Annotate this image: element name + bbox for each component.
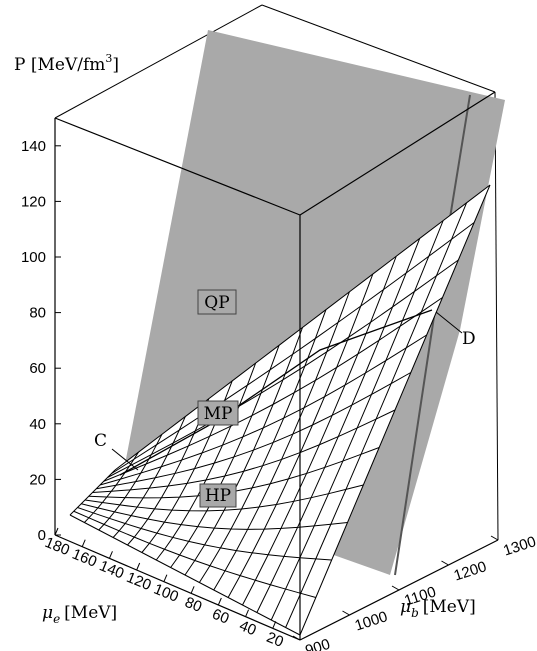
mu-e-tick-label: 140 [97, 557, 127, 582]
mu-b-tick-label: 1300 [501, 533, 537, 559]
mu-e-tick-mark [217, 597, 222, 606]
region-label-qp: QP [197, 289, 237, 315]
region-label-hp-text: HP [205, 486, 231, 506]
mesh-line-v [114, 184, 491, 471]
mu-b-axis-title: μb [MeV] [400, 597, 476, 620]
mu-e-tick-mark [136, 562, 141, 571]
mesh-line-v [99, 334, 427, 486]
mesh-line-v [96, 372, 412, 490]
region-label-hp-box [199, 483, 237, 508]
point-c-leader [111, 448, 139, 471]
z-tick-label: 120 [21, 193, 46, 210]
mesh-line-v [69, 514, 301, 636]
mesh-line-v [92, 409, 396, 493]
mu-e-tick-label: 60 [210, 606, 232, 628]
mesh-line-v [73, 510, 316, 598]
z-axis-ticks: 0 20 40 60 80 100 120 140 [21, 138, 61, 544]
region-label-qp-text: QP [204, 293, 229, 313]
mu-b-tick-label: 1200 [452, 558, 489, 584]
box-back-edges [54, 4, 499, 541]
mesh-line-v [107, 259, 459, 478]
point-label-c: C [94, 431, 107, 451]
mu-e-tick-mark [108, 551, 113, 559]
region-label-hp: HP [199, 483, 237, 508]
mu-b-tick-mark [342, 610, 350, 616]
mu-e-tick-mark [190, 586, 195, 594]
mu-e-tick-label: 40 [237, 617, 259, 639]
box-top-back-right [261, 4, 496, 93]
mesh-line-v [81, 503, 348, 530]
mu-b-tick-mark [441, 560, 449, 566]
region-label-qp-box [197, 289, 237, 315]
z-tick-label: 100 [21, 249, 46, 266]
z-tick-label: 140 [21, 138, 46, 155]
mu-e-axis-line [54, 534, 301, 641]
mu-e-tick-label: 80 [182, 594, 204, 616]
mesh-line-v [77, 507, 332, 561]
z-tick-label: 80 [29, 305, 46, 322]
mu-b-tick-label: 1000 [353, 608, 390, 634]
mu-b-tick-mark [391, 585, 400, 591]
box-top-front-left [54, 117, 301, 216]
mu-e-tick-mark [272, 621, 277, 629]
z-tick-label: 0 [38, 527, 46, 544]
mesh-line-v [103, 297, 443, 482]
z-tick-label: 20 [29, 471, 46, 488]
mesh-line-v [84, 484, 364, 512]
box-front-edges [54, 91, 499, 641]
mu-e-tick-label: 160 [70, 546, 100, 571]
z-tick-label: 40 [29, 416, 46, 433]
mu-e-tick-label: 100 [151, 581, 181, 606]
mu-b-tick-label: 900 [303, 636, 332, 651]
point-label-d: D [462, 329, 476, 349]
box-top-back-left [54, 4, 263, 119]
mu-e-axis-title: μe [MeV] [42, 603, 117, 626]
region-label-mp-box [197, 400, 239, 426]
mu-e-tick-mark [81, 539, 86, 547]
mu-e-tick-mark [54, 527, 59, 536]
z-tick-label: 60 [29, 360, 46, 377]
region-label-mp: MP [197, 400, 239, 426]
mu-e-tick-mark [245, 609, 250, 617]
mesh-line-v [110, 222, 475, 475]
mu-e-tick-label: 120 [124, 569, 154, 594]
mu-e-tick-mark [163, 574, 168, 582]
hp-surface-fill [70, 185, 490, 635]
mu-b-tick-mark [490, 535, 499, 541]
box-top-front-right [299, 91, 496, 216]
point-d-leader [435, 311, 463, 334]
region-label-mp-text: MP [204, 404, 233, 424]
mu-e-tick-label: 20 [264, 629, 286, 651]
z-axis-title: P [MeV/fm3] [14, 52, 119, 75]
mu-b-tick-mark [292, 635, 301, 641]
box-right-vertical [494, 91, 499, 541]
mu-e-tick-label: 180 [42, 534, 72, 559]
phase-boundary-line [119, 309, 433, 476]
